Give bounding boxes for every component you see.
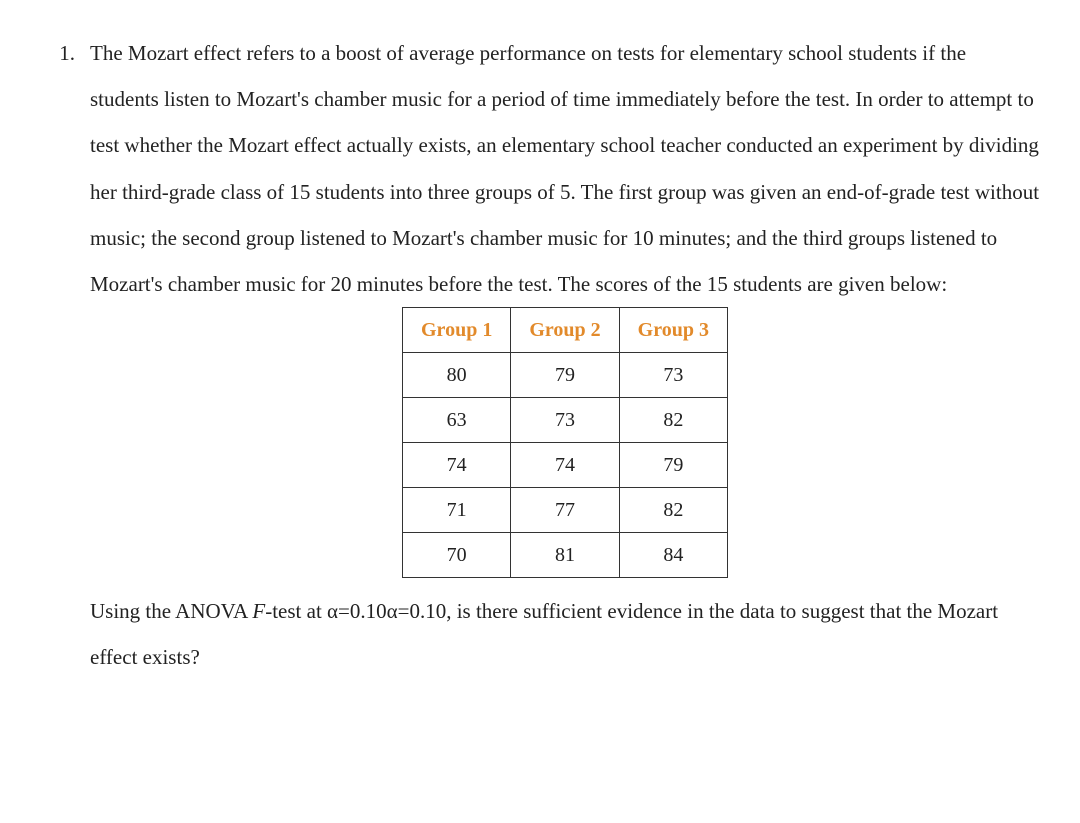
closing-prefix: Using the ANOVA — [90, 599, 252, 623]
question-body: The Mozart effect refers to a boost of a… — [90, 30, 1040, 681]
cell: 82 — [619, 488, 727, 533]
cell: 73 — [511, 398, 619, 443]
cell: 80 — [403, 353, 511, 398]
data-table: Group 1 Group 2 Group 3 80 79 73 63 73 8… — [402, 307, 728, 578]
question-number: 1. — [30, 30, 90, 76]
f-test-letter: F — [252, 599, 265, 623]
cell: 70 — [403, 533, 511, 578]
cell: 81 — [511, 533, 619, 578]
col-header-1: Group 1 — [403, 308, 511, 353]
table-row: 80 79 73 — [403, 353, 728, 398]
cell: 73 — [619, 353, 727, 398]
cell: 79 — [619, 443, 727, 488]
question-block: 1. The Mozart effect refers to a boost o… — [30, 30, 1040, 681]
table-row: 74 74 79 — [403, 443, 728, 488]
table-row: 70 81 84 — [403, 533, 728, 578]
cell: 79 — [511, 353, 619, 398]
cell: 71 — [403, 488, 511, 533]
col-header-2: Group 2 — [511, 308, 619, 353]
closing-text: Using the ANOVA F-test at α=0.10α=0.10, … — [90, 588, 1040, 680]
cell: 84 — [619, 533, 727, 578]
cell: 74 — [403, 443, 511, 488]
question-text: The Mozart effect refers to a boost of a… — [90, 30, 1040, 307]
table-row: 63 73 82 — [403, 398, 728, 443]
cell: 74 — [511, 443, 619, 488]
table-row: 71 77 82 — [403, 488, 728, 533]
table-header-row: Group 1 Group 2 Group 3 — [403, 308, 728, 353]
cell: 77 — [511, 488, 619, 533]
cell: 82 — [619, 398, 727, 443]
cell: 63 — [403, 398, 511, 443]
col-header-3: Group 3 — [619, 308, 727, 353]
